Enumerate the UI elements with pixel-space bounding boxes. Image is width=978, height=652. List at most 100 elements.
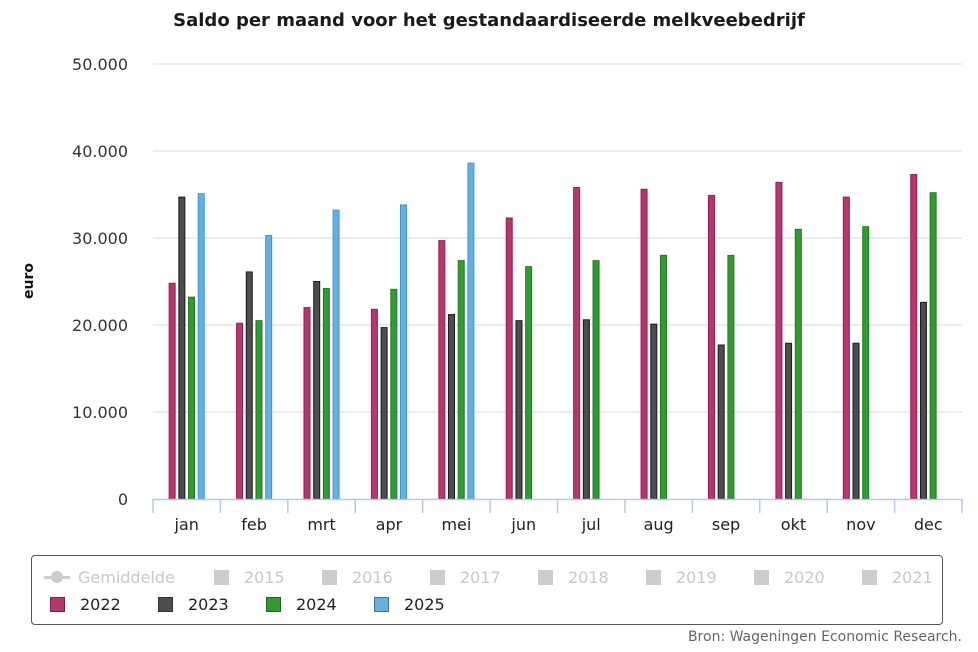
bar-2023-jun[interactable] [515, 320, 523, 500]
bar-2022-nov[interactable] [842, 196, 850, 500]
bar-2022-dec[interactable] [910, 173, 918, 500]
bar-2023-okt[interactable] [785, 342, 793, 500]
legend-swatch-icon [50, 597, 65, 612]
bar-2023-apr[interactable] [380, 327, 388, 500]
bar-2024-sep[interactable] [727, 254, 735, 500]
legend-swatch-icon [646, 570, 661, 585]
y-tick-label: 0 [118, 490, 128, 509]
y-tick-label: 30.000 [72, 229, 128, 248]
y-tick-label: 10.000 [72, 403, 128, 422]
y-axis-ticks: 0 10.000 20.000 30.000 40.000 50.000 [72, 55, 128, 509]
legend-item-2015[interactable]: 2015 [214, 568, 285, 587]
legend-line-marker-icon [44, 570, 70, 585]
y-tick-label: 50.000 [72, 55, 128, 74]
source-credit: Bron: Wageningen Economic Research. [687, 629, 962, 645]
legend-item-2025[interactable]: 2025 [374, 595, 445, 614]
legend-swatch-icon [374, 597, 389, 612]
legend-swatch-icon [538, 570, 553, 585]
bar-2022-mrt[interactable] [303, 307, 311, 500]
bar-2025-jan[interactable] [197, 193, 205, 500]
legend-label: 2022 [80, 595, 121, 614]
x-tick-label: jan [174, 515, 199, 534]
x-tick-label: jun [510, 515, 536, 534]
bar-2022-okt[interactable] [775, 181, 783, 500]
bar-2022-jun[interactable] [505, 217, 513, 500]
legend-item-2019[interactable]: 2019 [646, 568, 717, 587]
bar-2025-apr[interactable] [400, 204, 408, 500]
bar-2022-feb[interactable] [236, 322, 244, 500]
bar-2022-aug[interactable] [640, 188, 648, 500]
legend-label: 2017 [460, 568, 501, 587]
x-tick-label: okt [781, 515, 806, 534]
x-tick-label: feb [241, 515, 267, 534]
legend-item-gemiddelde[interactable]: Gemiddelde [44, 568, 175, 587]
bar-2024-dec[interactable] [929, 192, 937, 500]
legend-item-2021[interactable]: 2021 [862, 568, 933, 587]
legend-item-2024[interactable]: 2024 [266, 595, 337, 614]
x-tick-label: jul [581, 515, 601, 534]
legend-item-2020[interactable]: 2020 [754, 568, 825, 587]
x-tick-label: apr [376, 515, 403, 534]
legend-label: Gemiddelde [78, 568, 175, 587]
y-tick-label: 20.000 [72, 316, 128, 335]
legend-swatch-icon [754, 570, 769, 585]
bar-2023-sep[interactable] [717, 344, 725, 500]
bar-2023-dec[interactable] [919, 301, 927, 500]
bar-2024-okt[interactable] [794, 228, 802, 500]
x-axis: jan feb mrt apr mei jun jul aug sep okt nov dec [152, 498, 963, 534]
bars [168, 162, 937, 500]
bar-2025-mei[interactable] [467, 162, 475, 500]
bar-2023-jan[interactable] [178, 196, 186, 500]
bar-2024-apr[interactable] [390, 288, 398, 500]
bar-2023-feb[interactable] [245, 271, 253, 500]
bar-2023-mrt[interactable] [313, 281, 321, 500]
bar-2025-mrt[interactable] [332, 209, 340, 500]
bar-2024-jan[interactable] [188, 296, 196, 500]
bar-2024-jun[interactable] [525, 266, 533, 500]
bar-2022-jan[interactable] [168, 282, 176, 500]
legend-label: 2024 [296, 595, 337, 614]
legend-swatch-icon [214, 570, 229, 585]
legend-label: 2016 [352, 568, 393, 587]
legend-item-2017[interactable]: 2017 [430, 568, 501, 587]
legend-swatch-icon [430, 570, 445, 585]
legend-label: 2018 [568, 568, 609, 587]
legend-label: 2021 [892, 568, 933, 587]
x-tick-label: dec [914, 515, 943, 534]
bar-2024-aug[interactable] [659, 254, 667, 500]
legend-item-2018[interactable]: 2018 [538, 568, 609, 587]
bar-2023-aug[interactable] [650, 323, 658, 500]
gridlines [153, 63, 962, 413]
legend-label: 2015 [244, 568, 285, 587]
bar-2023-jul[interactable] [582, 319, 590, 500]
legend-item-2016[interactable]: 2016 [322, 568, 393, 587]
y-tick-label: 40.000 [72, 142, 128, 161]
legend-swatch-icon [158, 597, 173, 612]
bar-2024-mrt[interactable] [322, 287, 330, 500]
legend-swatch-icon [266, 597, 281, 612]
legend-label: 2025 [404, 595, 445, 614]
legend-item-2022[interactable]: 2022 [50, 595, 121, 614]
bar-2025-feb[interactable] [265, 234, 273, 500]
bar-2024-mei[interactable] [457, 260, 465, 500]
bar-2023-nov[interactable] [852, 342, 860, 500]
x-tick-label: nov [846, 515, 875, 534]
bar-2022-mei[interactable] [438, 240, 446, 500]
bar-2022-sep[interactable] [707, 194, 715, 500]
legend-label: 2019 [676, 568, 717, 587]
legend-label: 2023 [188, 595, 229, 614]
bar-2024-jul[interactable] [592, 260, 600, 500]
bar-2024-feb[interactable] [255, 320, 263, 500]
legend-label: 2020 [784, 568, 825, 587]
bar-2022-apr[interactable] [370, 308, 378, 500]
x-tick-label: mei [441, 515, 471, 534]
y-axis-label: euro [21, 263, 37, 299]
bar-2023-mei[interactable] [448, 314, 456, 500]
bar-2024-nov[interactable] [862, 226, 870, 500]
bar-2022-jul[interactable] [573, 187, 581, 500]
legend-item-2023[interactable]: 2023 [158, 595, 229, 614]
chart-title: Saldo per maand voor het gestandaardisee… [173, 10, 805, 31]
legend-swatch-icon [322, 570, 337, 585]
legend: Gemiddelde 2015 2016 2017 2018 2019 2020 2021 20… [31, 555, 943, 625]
